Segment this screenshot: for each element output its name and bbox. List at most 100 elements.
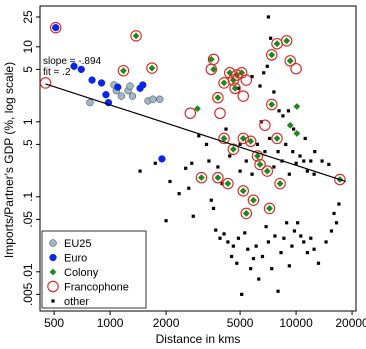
point-other bbox=[286, 109, 291, 113]
point-other bbox=[312, 247, 316, 251]
y-tick-label: .1 bbox=[21, 191, 35, 201]
point-colony bbox=[286, 57, 294, 65]
point-other bbox=[282, 236, 286, 240]
point-other bbox=[209, 198, 213, 202]
point-other bbox=[229, 254, 234, 259]
point-other bbox=[287, 264, 291, 268]
point-francophone bbox=[222, 177, 234, 190]
point-other bbox=[324, 240, 328, 244]
point-other bbox=[190, 161, 194, 165]
point-colony bbox=[148, 64, 156, 72]
point-colony bbox=[268, 101, 276, 108]
point-other bbox=[284, 142, 288, 146]
point-colony bbox=[286, 121, 294, 129]
point-francophone bbox=[280, 35, 293, 47]
point-colony bbox=[273, 40, 281, 48]
slope-annotation: slope = -.894 bbox=[43, 56, 102, 67]
point-francophone bbox=[240, 74, 253, 86]
point-other bbox=[226, 240, 230, 244]
point-euro bbox=[88, 76, 96, 84]
point-francophone bbox=[237, 132, 249, 145]
y-tick-label: 5 bbox=[21, 66, 35, 73]
point-francophone bbox=[130, 30, 142, 42]
data-points bbox=[39, 15, 346, 296]
point-other bbox=[138, 169, 142, 173]
point-francophone bbox=[254, 158, 266, 171]
point-colony bbox=[214, 174, 222, 182]
point-eu25 bbox=[117, 92, 126, 100]
point-other bbox=[258, 84, 262, 88]
point-colony bbox=[256, 161, 264, 168]
x-tick-label: 2000 bbox=[153, 316, 180, 330]
point-other bbox=[305, 169, 309, 173]
point-other bbox=[270, 267, 274, 271]
y-tick-label: .05 bbox=[21, 211, 35, 228]
point-other bbox=[164, 219, 168, 223]
legend-label: Francophone bbox=[64, 282, 129, 294]
point-colony bbox=[239, 135, 247, 142]
fit-line bbox=[45, 83, 346, 183]
x-axis: 500 1000 2000 5000 10000 20000 bbox=[44, 311, 366, 330]
point-colony bbox=[229, 76, 237, 84]
point-other bbox=[257, 277, 261, 281]
y-tick-label: 1 bbox=[21, 118, 35, 125]
point-colony bbox=[207, 55, 215, 63]
point-other bbox=[294, 161, 298, 165]
legend-marker-francophone bbox=[47, 280, 59, 293]
point-colony bbox=[247, 137, 255, 145]
point-eu25 bbox=[128, 92, 137, 100]
point-other bbox=[260, 254, 265, 259]
point-colony bbox=[120, 67, 127, 75]
point-francophone bbox=[195, 171, 208, 184]
point-other bbox=[220, 181, 224, 186]
point-other bbox=[236, 236, 241, 240]
point-francophone bbox=[214, 107, 226, 120]
point-colony bbox=[283, 37, 291, 45]
point-other bbox=[290, 244, 294, 248]
point-francophone bbox=[146, 62, 158, 74]
point-colony bbox=[266, 205, 273, 212]
legend-item-colony: Colony bbox=[49, 267, 99, 279]
point-francophone bbox=[265, 98, 278, 111]
point-other bbox=[299, 234, 303, 238]
point-other bbox=[320, 159, 324, 163]
point-other bbox=[276, 289, 280, 293]
point-colony bbox=[194, 105, 201, 112]
point-other bbox=[251, 256, 256, 261]
x-tick-label: 20000 bbox=[335, 316, 366, 330]
point-euro bbox=[77, 65, 85, 74]
point-other bbox=[287, 172, 291, 176]
point-francophone bbox=[290, 62, 302, 75]
point-francophone bbox=[265, 49, 278, 61]
point-francophone bbox=[274, 177, 286, 190]
point-francophone bbox=[49, 21, 62, 34]
point-other bbox=[235, 261, 239, 265]
point-colony bbox=[220, 79, 228, 87]
y-tick-label: .01 bbox=[21, 263, 35, 280]
point-other bbox=[187, 186, 191, 190]
point-francophone bbox=[184, 107, 197, 120]
point-other bbox=[254, 244, 258, 248]
y-tick-label: .5 bbox=[21, 139, 35, 149]
legend-box bbox=[41, 230, 147, 309]
point-francophone bbox=[237, 90, 249, 102]
point-francophone bbox=[261, 165, 274, 177]
point-other bbox=[255, 142, 260, 146]
legend-item-other: other bbox=[51, 296, 89, 308]
point-other bbox=[191, 214, 195, 218]
point-colony bbox=[224, 180, 232, 187]
point-colony bbox=[226, 69, 234, 77]
point-colony bbox=[231, 84, 239, 92]
point-other bbox=[329, 229, 334, 233]
point-other bbox=[292, 127, 296, 131]
point-euro bbox=[52, 24, 60, 32]
point-francophone bbox=[207, 53, 220, 66]
point-other bbox=[216, 165, 220, 169]
y-tick-label: 10 bbox=[21, 40, 35, 54]
legend-items: EU25 Euro Colony Francophone other bbox=[47, 238, 129, 308]
legend-marker-other bbox=[51, 299, 55, 303]
legend-label: Colony bbox=[64, 267, 99, 279]
legend-marker-eu25 bbox=[49, 239, 57, 247]
legend-item-eu25: EU25 bbox=[49, 238, 92, 250]
